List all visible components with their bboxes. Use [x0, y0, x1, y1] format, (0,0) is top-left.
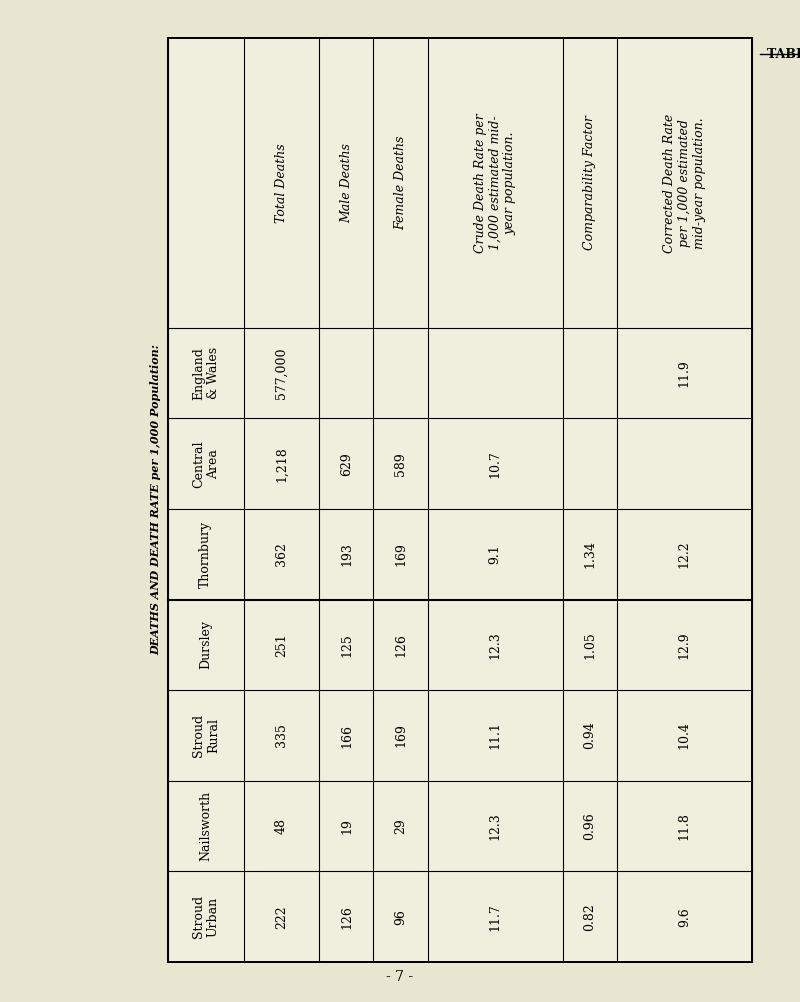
Text: TABLE 7:: TABLE 7:	[767, 48, 800, 61]
Text: Comparability Factor: Comparability Factor	[583, 115, 596, 250]
Text: Thornbury: Thornbury	[199, 521, 212, 588]
Text: 577,000: 577,000	[275, 348, 288, 399]
Text: 12.2: 12.2	[678, 540, 691, 568]
Text: Stroud
Rural: Stroud Rural	[192, 714, 220, 758]
Text: - 7 -: - 7 -	[386, 970, 414, 984]
Text: 29: 29	[394, 819, 407, 834]
Text: 12.3: 12.3	[489, 813, 502, 840]
Text: 362: 362	[275, 542, 288, 566]
Text: Total Deaths: Total Deaths	[275, 143, 288, 222]
Text: 166: 166	[340, 723, 353, 747]
Text: 0.96: 0.96	[583, 813, 596, 840]
Text: 9.1: 9.1	[489, 544, 502, 564]
Text: Corrected Death Rate
per 1,000 estimated
mid-year population.: Corrected Death Rate per 1,000 estimated…	[663, 113, 706, 253]
Text: 0.82: 0.82	[583, 903, 596, 931]
Text: Female Deaths: Female Deaths	[394, 135, 407, 230]
Text: 19: 19	[340, 819, 353, 834]
Text: Dursley: Dursley	[199, 620, 212, 669]
Text: 12.9: 12.9	[678, 631, 691, 658]
Text: 629: 629	[340, 452, 353, 476]
Text: 12.3: 12.3	[489, 631, 502, 659]
Text: Nailsworth: Nailsworth	[199, 791, 212, 861]
Text: 169: 169	[394, 542, 407, 566]
Text: 11.7: 11.7	[489, 903, 502, 931]
Text: Male Deaths: Male Deaths	[340, 143, 353, 222]
Text: 1.05: 1.05	[583, 631, 596, 659]
Text: 0.94: 0.94	[583, 721, 596, 749]
Text: Central
Area: Central Area	[192, 440, 220, 488]
Text: 10.4: 10.4	[678, 721, 691, 749]
Text: Crude Death Rate per
1,000 estimated mid-
year population.: Crude Death Rate per 1,000 estimated mid…	[474, 113, 517, 253]
Text: 589: 589	[394, 452, 407, 476]
Text: 125: 125	[340, 633, 353, 657]
Text: 169: 169	[394, 723, 407, 747]
Text: England
& Wales: England & Wales	[192, 347, 220, 400]
Text: 48: 48	[275, 818, 288, 834]
Text: 11.8: 11.8	[678, 813, 691, 840]
Text: 1,218: 1,218	[275, 446, 288, 482]
Text: 335: 335	[275, 723, 288, 747]
Text: DEATHS AND DEATH RATE per 1,000 Population:: DEATHS AND DEATH RATE per 1,000 Populati…	[150, 345, 162, 655]
Text: 96: 96	[394, 909, 407, 925]
Text: 10.7: 10.7	[489, 450, 502, 478]
Text: 11.9: 11.9	[678, 360, 691, 387]
Text: 193: 193	[340, 542, 353, 566]
Text: Stroud
Urban: Stroud Urban	[192, 895, 220, 938]
Bar	[168, 38, 752, 962]
Text: 126: 126	[340, 905, 353, 929]
Text: 1.34: 1.34	[583, 540, 596, 568]
Text: 251: 251	[275, 633, 288, 657]
Text: 222: 222	[275, 905, 288, 929]
Text: 126: 126	[394, 633, 407, 657]
Text: 9.6: 9.6	[678, 907, 691, 927]
Text: 11.1: 11.1	[489, 721, 502, 749]
Bar	[168, 38, 752, 962]
